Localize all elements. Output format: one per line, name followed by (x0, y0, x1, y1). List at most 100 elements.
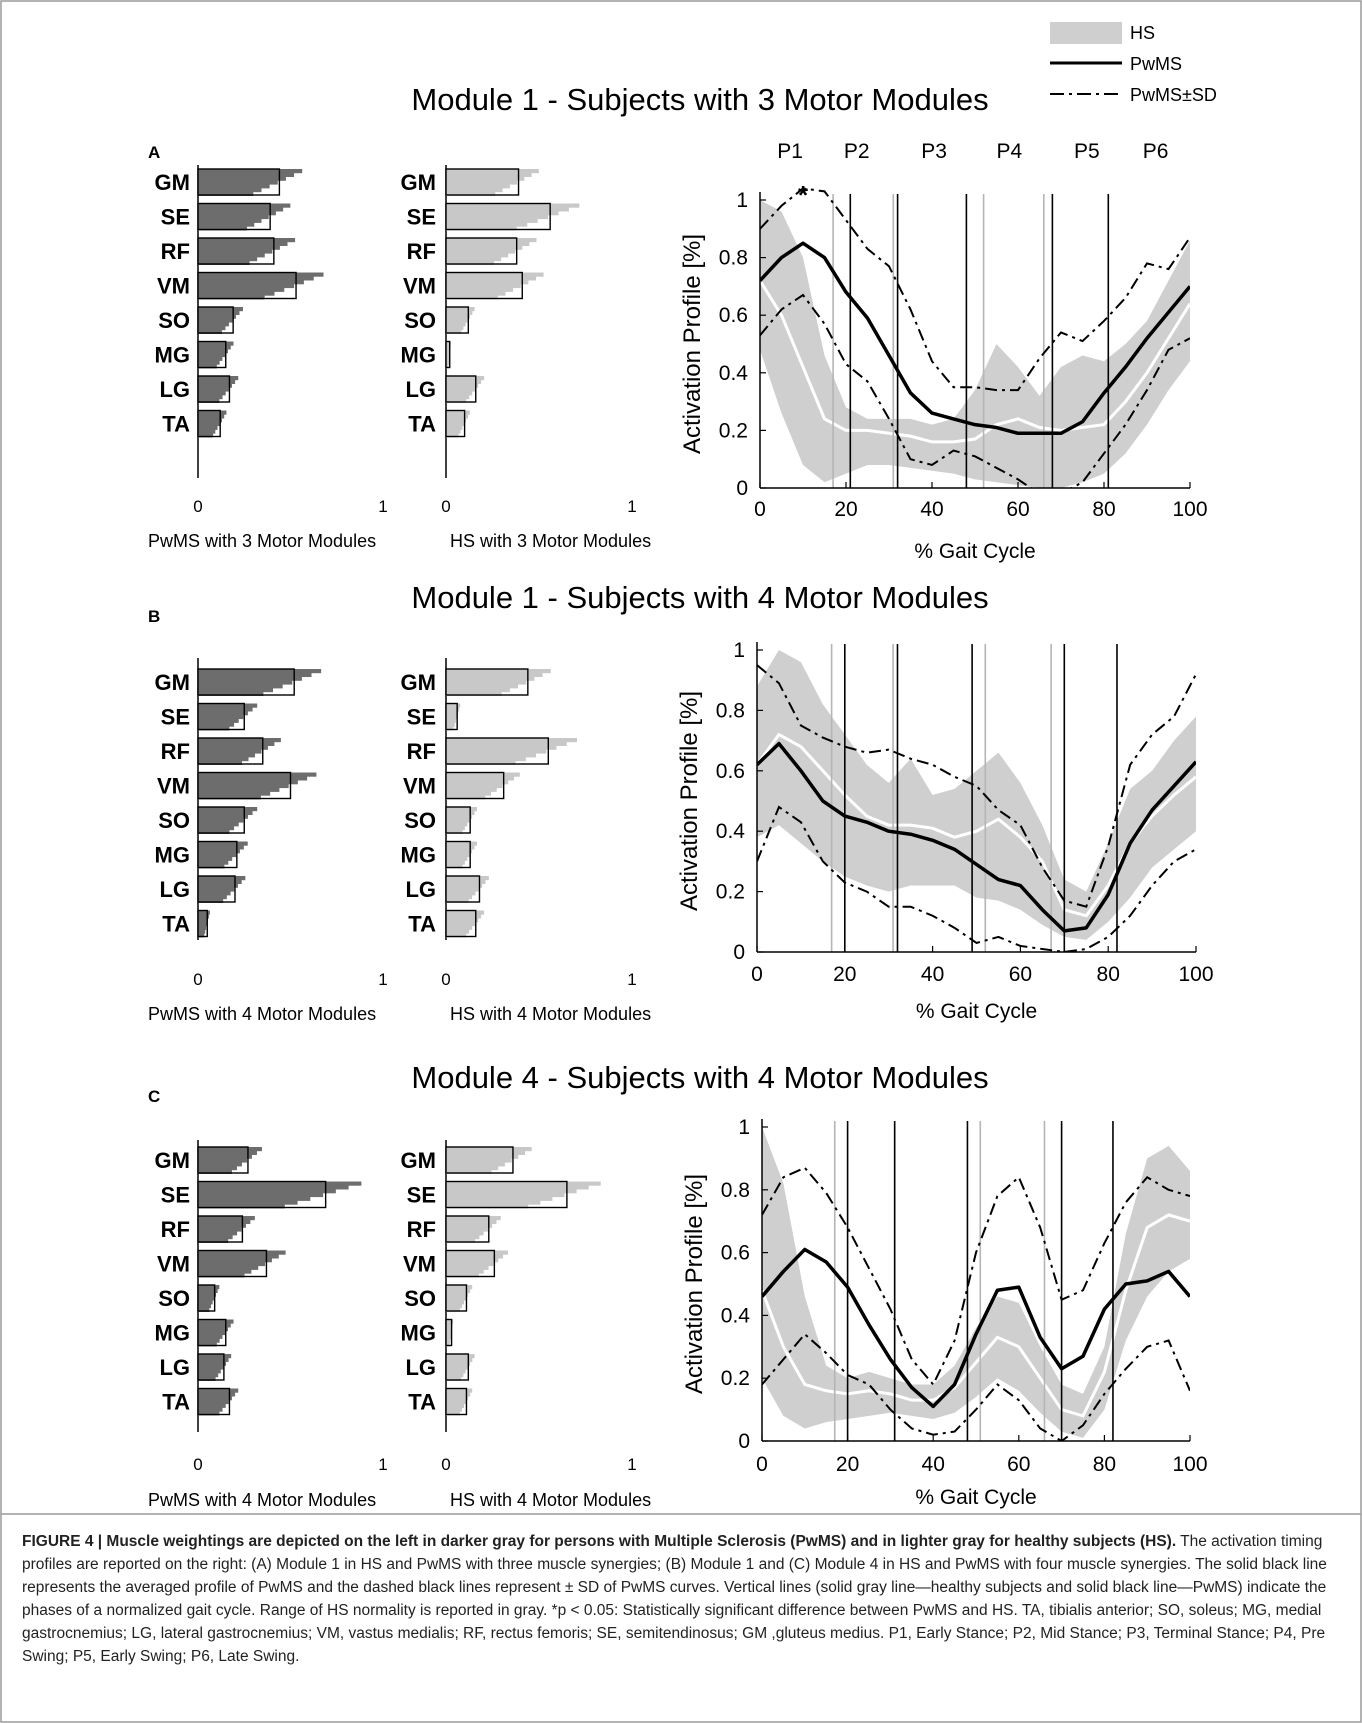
bar-fill-pwms-b-ta (198, 933, 205, 938)
bar-pwms-c-so (197, 1284, 216, 1312)
bar-tick-1-pwms-b: 1 (378, 970, 387, 989)
bar-caption-pwms-c: PwMS with 4 Motor Modules (148, 1490, 376, 1510)
bar-pwms-b-lg (197, 875, 236, 903)
bar-fill-hs-c-se (446, 1200, 541, 1205)
bar-hs-b-rf (445, 737, 550, 765)
bar-fill-hs-b-so (446, 814, 473, 819)
bar-fill-hs-c-ta (446, 1388, 473, 1393)
bar-fill-hs-c-vm (446, 1261, 494, 1267)
bar-hs-c-rf (445, 1215, 490, 1243)
bar-fill-hs-a-vm (446, 291, 506, 296)
pwms-sd-line-a-1 (760, 293, 1190, 488)
bar-fill-hs-b-mg (446, 852, 470, 858)
bar-fill-hs-a-lg (446, 376, 485, 381)
bar-fill-pwms-a-lg (198, 383, 232, 388)
bar-fill-pwms-b-ta (198, 925, 207, 930)
bar-fill-pwms-c-rf (198, 1219, 251, 1224)
phase-label-a-5: P6 (1143, 140, 1169, 163)
bar-fill-pwms-a-gm (198, 172, 295, 177)
bar-fill-hs-c-gm (446, 1150, 526, 1155)
significance-marker-a: * (798, 180, 809, 210)
bar-label-pwms-a-mg: MG (155, 343, 190, 368)
bar-fill-hs-c-se (446, 1204, 529, 1209)
bar-fill-pwms-b-lg (198, 887, 235, 892)
bar-fill-pwms-b-rf (198, 738, 281, 743)
x-tick-label-c-0: 0 (756, 1453, 768, 1476)
bar-label-hs-b-mg: MG (401, 843, 436, 868)
bar-fill-hs-b-lg (446, 883, 483, 888)
bar-fill-pwms-b-gm (198, 669, 322, 674)
bar-fill-pwms-b-rf (198, 757, 249, 762)
bar-hs-c-vm (445, 1249, 496, 1278)
bar-fill-pwms-b-lg (198, 879, 242, 884)
bar-fill-hs-a-ta (446, 414, 468, 419)
bar-hs-b-lg (445, 875, 481, 903)
bar-label-hs-a-rf: RF (407, 239, 436, 264)
bar-fill-hs-c-so (446, 1307, 460, 1312)
bar-fill-hs-b-rf (446, 753, 537, 758)
bar-fill-pwms-b-vm (198, 791, 271, 796)
bar-fill-hs-b-ta (446, 929, 470, 934)
bar-fill-hs-c-lg (446, 1369, 466, 1374)
bar-fill-hs-c-rf (446, 1231, 484, 1236)
bar-tick-1-hs-b: 1 (627, 970, 636, 989)
bar-fill-pwms-b-rf (198, 753, 255, 758)
bar-fill-pwms-a-gm (198, 180, 278, 185)
bar-fill-hs-b-gm (446, 688, 510, 693)
y-tick-label-c-5: 1 (738, 1116, 750, 1139)
bar-fill-pwms-c-se (198, 1204, 285, 1209)
bar-fill-hs-b-se (446, 711, 459, 716)
bar-fill-hs-a-se (446, 218, 538, 223)
bar-fill-hs-a-se (446, 214, 549, 220)
bar-fill-hs-b-so (446, 818, 470, 823)
bar-fill-hs-c-lg (446, 1361, 471, 1366)
bar-fill-hs-c-lg (446, 1357, 473, 1362)
bar-fill-pwms-b-ta (198, 918, 208, 923)
bar-fill-pwms-a-rf (198, 260, 250, 265)
bar-fill-pwms-a-lg (198, 398, 220, 403)
bar-fill-pwms-c-se (198, 1200, 298, 1205)
x-tick-label-a-5: 100 (1172, 498, 1207, 521)
bar-fill-pwms-c-se (198, 1181, 362, 1186)
legend-label-pwms-sd: PwMS±SD (1130, 85, 1217, 105)
caption-bold: FIGURE 4 | Muscle weightings are depicte… (22, 1533, 1177, 1550)
bar-caption-hs-c: HS with 4 Motor Modules (450, 1490, 651, 1510)
bar-fill-hs-c-vm (446, 1254, 504, 1259)
bar-hs-c-so (445, 1284, 468, 1312)
bar-fill-hs-b-mg (446, 845, 475, 850)
bar-fill-hs-c-gm (446, 1158, 512, 1163)
bar-label-pwms-b-so: SO (158, 808, 190, 833)
bar-fill-pwms-a-se (198, 218, 262, 223)
bar-fill-hs-c-so (446, 1292, 469, 1297)
bar-fill-pwms-b-ta (198, 914, 209, 919)
bar-fill-pwms-c-lg (198, 1376, 216, 1381)
bar-label-pwms-b-mg: MG (155, 843, 190, 868)
bar-fill-pwms-a-so (198, 307, 243, 312)
bar-hs-a-vm (445, 271, 523, 300)
bar-fill-hs-a-se (446, 207, 569, 212)
bar-fill-hs-a-lg (446, 379, 482, 384)
bar-fill-hs-b-rf (446, 745, 557, 750)
bar-fill-hs-a-gm (446, 180, 518, 185)
bar-fill-hs-b-lg (446, 898, 469, 903)
bar-fill-hs-b-mg (446, 864, 463, 869)
bar-fill-hs-b-vm (446, 791, 491, 796)
bar-fill-hs-c-rf (446, 1219, 497, 1224)
bar-fill-hs-c-so (446, 1296, 467, 1301)
bar-pwms-b-se (197, 702, 245, 731)
bar-fill-pwms-c-gm (198, 1150, 257, 1155)
bar-fill-hs-b-rf (446, 757, 526, 762)
bar-pwms-c-gm (197, 1146, 249, 1174)
x-axis-label-b: % Gait Cycle (916, 1000, 1037, 1023)
bar-fill-hs-b-gm (446, 684, 519, 689)
bar-fill-pwms-c-vm (198, 1254, 279, 1259)
bar-fill-pwms-b-gm (198, 688, 274, 693)
pwms-sd-line-b-1 (757, 805, 1196, 952)
bar-fill-hs-c-vm (446, 1250, 508, 1255)
bar-fill-pwms-a-mg (198, 352, 226, 358)
bar-fill-hs-b-so (446, 826, 465, 831)
bar-fill-pwms-a-vm (198, 291, 275, 296)
bar-fill-pwms-b-lg (198, 883, 238, 888)
x-tick-label-b-5: 100 (1178, 963, 1213, 986)
bar-fill-hs-c-gm (446, 1154, 519, 1159)
